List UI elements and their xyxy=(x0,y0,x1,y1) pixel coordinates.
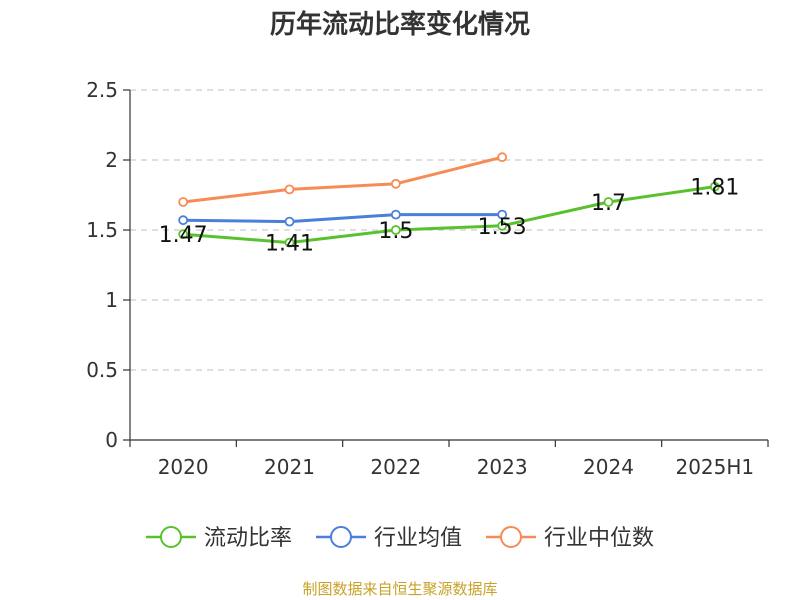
x-tick-label: 2023 xyxy=(477,455,528,479)
data-label: 1.7 xyxy=(591,191,626,216)
x-tick-label: 2022 xyxy=(370,455,421,479)
y-tick-label: 0 xyxy=(105,428,118,452)
legend-marker-swatch xyxy=(330,526,352,548)
series-line-0 xyxy=(183,185,716,245)
legend-label: 流动比率 xyxy=(204,526,292,551)
data-label: 1.81 xyxy=(690,176,739,201)
data-point xyxy=(709,181,720,192)
legend-item-2[interactable]: 行业中位数 xyxy=(486,526,654,551)
data-point xyxy=(390,225,401,235)
axis-layer: 0 0.5 1 1.5 2 2.5 2020 2021 2022 2023 2024 2025H1 xyxy=(86,78,769,479)
y-tick-label: 1 xyxy=(105,288,118,312)
x-tick-label: 2024 xyxy=(583,455,634,479)
legend-label: 行业中位数 xyxy=(544,526,654,551)
data-label: 1.41 xyxy=(265,232,314,257)
y-tick-label: 1.5 xyxy=(86,218,118,242)
data-point xyxy=(497,152,508,163)
legend-marker-swatch xyxy=(500,526,522,548)
y-tick-label: 0.5 xyxy=(86,358,118,382)
series-layer xyxy=(178,152,720,248)
data-point xyxy=(603,197,614,207)
data-point xyxy=(497,220,508,231)
series-line-1 xyxy=(183,213,503,224)
data-point xyxy=(497,209,508,220)
grid-layer xyxy=(130,89,768,371)
legend-item-1[interactable]: 行业均值 xyxy=(316,526,462,551)
y-tick-label: 2 xyxy=(105,148,118,172)
series-line-2 xyxy=(182,155,503,204)
data-point xyxy=(284,216,295,227)
data-label: 1.53 xyxy=(478,215,527,240)
data-label: 1.5 xyxy=(378,219,413,244)
y-tick-label: 2.5 xyxy=(86,78,118,102)
legend-marker-swatch xyxy=(160,526,182,548)
legend: 流动比率 行业均值 行业中位数 xyxy=(146,526,654,551)
chart-title: 历年流动比率变化情况 xyxy=(270,9,530,40)
data-point xyxy=(390,178,401,189)
x-tick-label: 2025H1 xyxy=(675,455,754,479)
source-note: 制图数据来自恒生聚源数据库 xyxy=(302,580,497,598)
data-label-layer: 1.47 1.41 1.5 1.53 1.7 1.81 xyxy=(159,176,740,257)
data-point xyxy=(178,229,189,240)
data-point xyxy=(284,184,295,195)
data-label: 1.47 xyxy=(159,223,208,248)
x-tick-label: 2021 xyxy=(264,455,315,479)
data-point xyxy=(390,209,401,220)
legend-item-0[interactable]: 流动比率 xyxy=(146,526,292,551)
data-point xyxy=(284,237,295,248)
data-point xyxy=(178,197,189,207)
legend-label: 行业均值 xyxy=(374,526,462,551)
x-tick-label: 2020 xyxy=(158,455,209,479)
data-point xyxy=(178,215,189,226)
